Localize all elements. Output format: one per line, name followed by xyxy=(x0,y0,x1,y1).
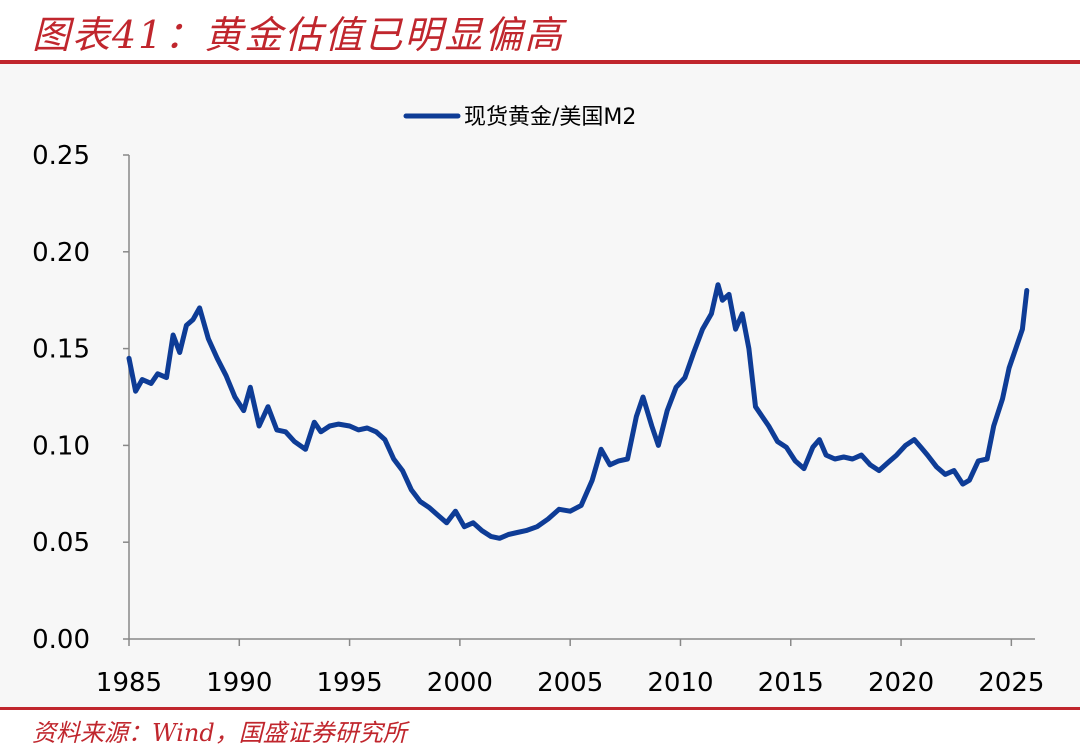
x-tick-label: 1990 xyxy=(206,668,272,698)
x-tick-label: 2025 xyxy=(978,668,1044,698)
top-divider xyxy=(0,60,1080,64)
y-tick-label: 0.05 xyxy=(32,528,90,558)
x-tick-label: 1995 xyxy=(317,668,383,698)
series-line xyxy=(126,282,1030,541)
x-tick-label: 1985 xyxy=(96,668,162,698)
axes: 0.00 0.05 0.10 0.15 0.20 0.25 1985 1990 1995 2000… xyxy=(32,141,1044,698)
x-tick-label: 2005 xyxy=(537,668,603,698)
y-tick-label: 0.00 xyxy=(32,625,90,655)
bottom-divider xyxy=(0,707,1080,710)
plot-background xyxy=(0,64,1080,707)
legend-label: 现货黄金/美国M2 xyxy=(464,105,636,130)
y-tick-label: 0.10 xyxy=(32,431,90,461)
x-tick-label: 2010 xyxy=(647,668,713,698)
x-tick-label: 2000 xyxy=(427,668,493,698)
legend: 现货黄金/美国M2 xyxy=(403,105,636,130)
chart-title: 图表41：黄金估值已明显偏高 xyxy=(32,13,565,57)
source-note: 资料来源：Wind，国盛证券研究所 xyxy=(32,719,407,747)
x-tick-label: 2015 xyxy=(758,668,824,698)
y-tick-label: 0.15 xyxy=(32,335,90,365)
x-tick-label: 2020 xyxy=(868,668,934,698)
y-tick-label: 0.20 xyxy=(32,238,90,268)
line-chart: 0.00 0.05 0.10 0.15 0.20 0.25 1985 1990 1995 2000… xyxy=(32,105,1044,698)
y-tick-label: 0.25 xyxy=(32,141,90,171)
series-layer xyxy=(126,282,1030,541)
